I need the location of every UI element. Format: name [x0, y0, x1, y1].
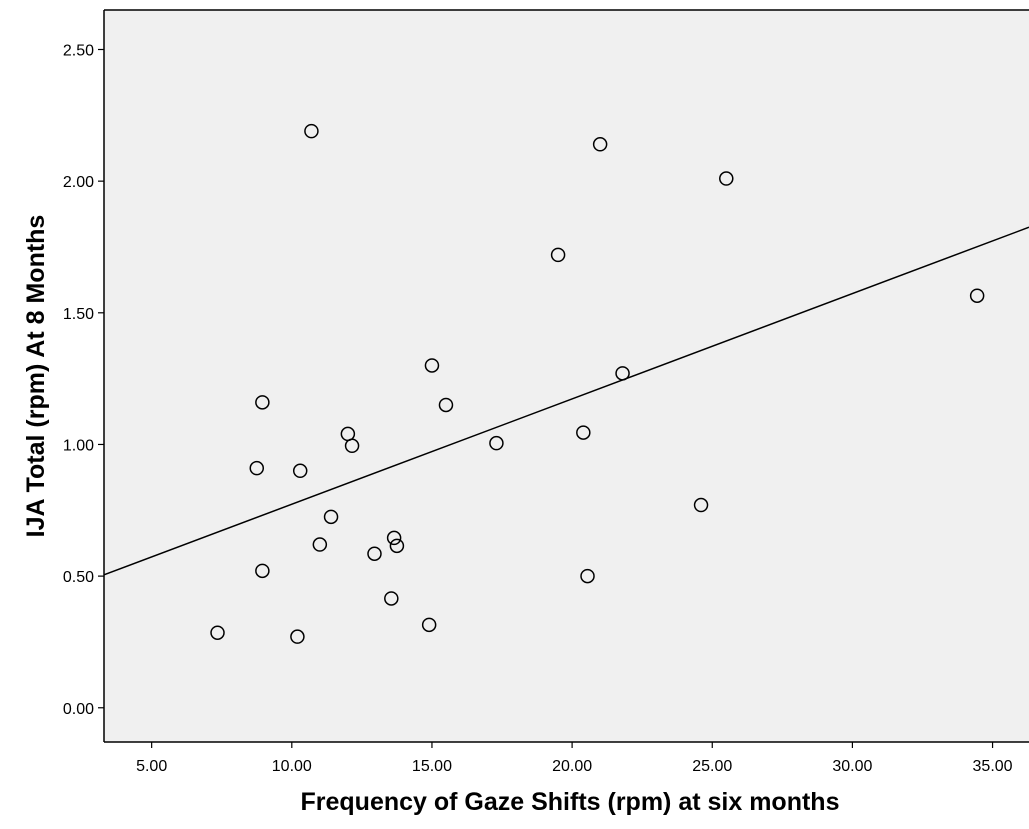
data-point [969, 288, 985, 303]
data-point [424, 358, 440, 373]
y-tick-label: 2.00 [63, 174, 94, 191]
regression-line [103, 226, 1029, 576]
y-axis-title: IJA Total (rpm) At 8 Months [22, 215, 50, 538]
y-tick-label: 0.50 [63, 569, 94, 586]
data-point [292, 463, 308, 479]
data-point [290, 629, 305, 644]
data-point [421, 617, 437, 633]
data-point [312, 537, 328, 552]
data-point [344, 438, 360, 454]
data-point [367, 546, 382, 561]
data-point [592, 137, 608, 152]
plot-background [104, 10, 1029, 742]
y-tick-label: 1.50 [63, 306, 94, 323]
data-point [304, 123, 319, 139]
x-tick-label: 10.00 [272, 758, 312, 775]
x-tick-label: 35.00 [973, 758, 1013, 775]
data-point [255, 563, 270, 579]
y-tick-label: 2.50 [63, 42, 94, 59]
data-point [489, 435, 504, 451]
y-tick-label: 0.00 [63, 701, 94, 718]
data-point [255, 395, 270, 410]
data-point [249, 460, 265, 476]
data-point [210, 625, 225, 640]
data-point [386, 530, 402, 546]
x-tick-label: 5.00 [136, 758, 167, 775]
x-axis-title: Frequency of Gaze Shifts (rpm) at six mo… [301, 788, 840, 816]
data-point [389, 538, 405, 554]
data-point [719, 171, 734, 186]
x-tick-label: 20.00 [552, 758, 592, 775]
data-point [580, 568, 595, 584]
y-tick-label: 1.00 [63, 437, 94, 454]
data-point [615, 366, 630, 381]
data-point [323, 509, 339, 525]
data-point [438, 397, 454, 413]
data-point [693, 497, 709, 513]
x-tick-label: 30.00 [832, 758, 872, 775]
data-point [576, 425, 591, 440]
x-tick-label: 25.00 [692, 758, 732, 775]
data-point [384, 591, 399, 606]
data-point [550, 247, 566, 263]
x-tick-label: 15.00 [412, 758, 452, 775]
